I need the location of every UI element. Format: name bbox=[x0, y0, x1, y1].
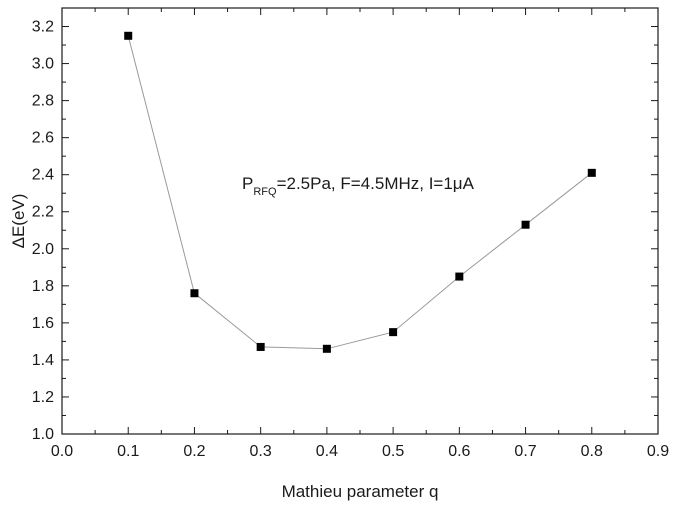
y-tick-label: 1.4 bbox=[32, 352, 54, 369]
data-point bbox=[389, 328, 398, 337]
annotation-rest: =2.5Pa, F=4.5MHz, I=1μA bbox=[277, 174, 475, 193]
data-point bbox=[322, 344, 331, 353]
data-point bbox=[455, 272, 464, 281]
data-point bbox=[256, 342, 265, 351]
axes: 0.0 0.1 0.2 0.3 0.4 0.5 0.6 0.7 0.8 0.9 1.0 1.2 1.4 1… bbox=[32, 8, 669, 460]
y-tick-label: 2.0 bbox=[32, 241, 54, 258]
series bbox=[124, 31, 596, 353]
x-tick-label: 0.1 bbox=[117, 443, 139, 460]
y-tick-label: 1.6 bbox=[32, 315, 54, 332]
y-tick-label: 1.0 bbox=[32, 426, 54, 443]
y-tick-label: 3.2 bbox=[32, 19, 54, 36]
y-axis-title: ΔE(eV) bbox=[9, 194, 28, 249]
data-point bbox=[124, 31, 133, 40]
data-point bbox=[521, 220, 530, 229]
data-point bbox=[587, 168, 596, 177]
x-tick-label: 0.7 bbox=[514, 443, 536, 460]
x-tick-label: 0.3 bbox=[250, 443, 272, 460]
y-tick-label: 2.6 bbox=[32, 130, 54, 147]
annotation-subscript: RFQ bbox=[253, 186, 277, 198]
y-tick-label: 2.8 bbox=[32, 93, 54, 110]
annotation: PRFQ=2.5Pa, F=4.5MHz, I=1μA bbox=[242, 174, 475, 198]
x-tick-label: 0.4 bbox=[316, 443, 338, 460]
series-line bbox=[127, 35, 593, 350]
x-tick-label: 0.6 bbox=[448, 443, 470, 460]
y-tick-label: 2.2 bbox=[32, 204, 54, 221]
data-point bbox=[190, 289, 199, 298]
y-tick-label: 1.2 bbox=[32, 389, 54, 406]
x-tick-label: 0.8 bbox=[581, 443, 603, 460]
x-tick-label: 0.0 bbox=[51, 443, 73, 460]
y-tick-label: 1.8 bbox=[32, 278, 54, 295]
annotation-prefix: P bbox=[242, 174, 253, 193]
x-tick-label: 0.5 bbox=[382, 443, 404, 460]
y-tick-label: 2.4 bbox=[32, 167, 54, 184]
x-tick-label: 0.2 bbox=[183, 443, 205, 460]
x-axis-title: Mathieu parameter q bbox=[282, 482, 439, 501]
plot-frame bbox=[61, 7, 659, 435]
y-tick-label: 3.0 bbox=[32, 56, 54, 73]
x-tick-label: 0.9 bbox=[647, 443, 669, 460]
